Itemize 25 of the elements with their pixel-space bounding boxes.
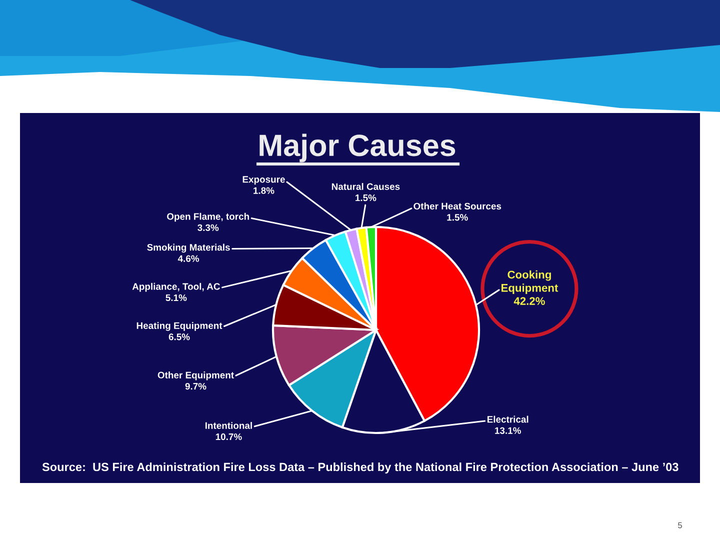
- chart-title: Major Causes: [260, 134, 456, 162]
- data-label: 13.1%: [495, 427, 521, 434]
- data-label: 9.7%: [185, 382, 206, 390]
- slice-label: Natural Causes: [332, 183, 400, 190]
- slice-label: Open Flame, torch: [167, 212, 249, 222]
- data-label: 1.5%: [356, 194, 376, 202]
- text: 5: [678, 522, 682, 528]
- data-label: 3.3%: [198, 224, 219, 232]
- data-label: 6.5%: [168, 334, 190, 340]
- slice-label: Cooking Equipment: [502, 270, 558, 294]
- slice-label: Heating Equipment: [136, 322, 222, 331]
- data-label: 42.2%: [514, 297, 545, 305]
- slice-label: Intentional: [205, 422, 252, 429]
- data-label: 5.1%: [166, 294, 187, 302]
- data-label: 1.8%: [254, 187, 274, 194]
- data-label: 10.7%: [216, 433, 242, 440]
- data-label: 1.5%: [447, 214, 468, 221]
- data-label: 4.6%: [178, 255, 200, 262]
- slice-label: Appliance, Tool, AC: [132, 282, 220, 292]
- slice-label: Smoking Materials: [147, 244, 230, 253]
- slice-label: Other Equipment: [158, 372, 234, 380]
- source-note: Source: US Fire Administration Fire Loss Data – Published by the National Fire Protection Association – June ’03: [42, 462, 678, 474]
- slice-label: Other Heat Sources: [414, 202, 502, 210]
- slice-label: Exposure: [242, 176, 285, 185]
- slice-label: Electrical: [487, 416, 528, 423]
